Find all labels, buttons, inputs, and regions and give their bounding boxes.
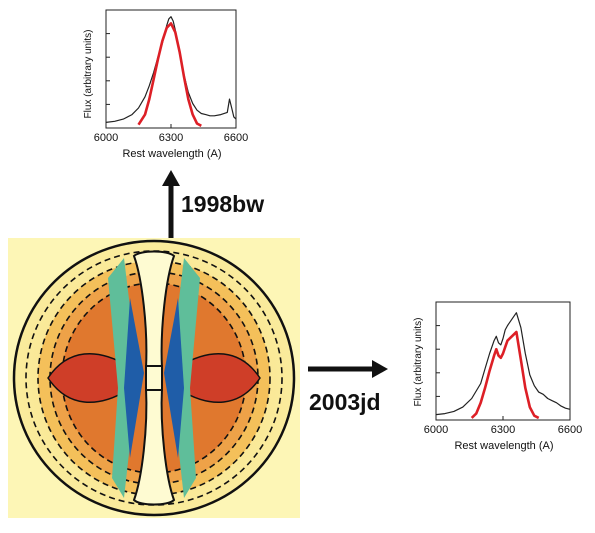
plot-frame [105,9,237,129]
spectrum-1998bw-xlabel: Rest wavelength (A) [122,148,221,160]
x-tick-label: 6300 [159,132,183,144]
spectrum-2003jd: 6000 6300 6600 Flux (arbitrary units) Rest… [413,301,582,452]
model-spectrum-line [470,330,540,420]
x-tick-label: 6000 [94,132,118,144]
x-tick-label: 6600 [558,424,582,436]
x-tick-label: 6600 [224,132,248,144]
plot-frame [435,301,571,421]
explosion-density-map [8,238,300,518]
label-2003jd: 2003jd [309,389,381,415]
x-tick-label: 6000 [424,424,448,436]
model-spectrum-line [137,22,202,127]
observed-spectrum-line [435,312,571,416]
right-arrow-icon [308,360,388,378]
spectrum-1998bw: 6000 6300 6600 Flux (arbitrary units) Rest… [83,9,248,160]
up-arrow-icon [162,170,180,238]
label-1998bw: 1998bw [181,191,265,217]
spectrum-2003jd-ylabel: Flux (arbitrary units) [413,318,424,407]
spectrum-2003jd-xlabel: Rest wavelength (A) [454,440,553,452]
spectrum-1998bw-ylabel: Flux (arbitrary units) [83,30,94,119]
x-tick-label: 6300 [491,424,515,436]
spectrum-2003jd-plot: 6000 6300 6600 [424,301,582,436]
spectrum-1998bw-plot: 6000 6300 6600 [94,9,248,144]
